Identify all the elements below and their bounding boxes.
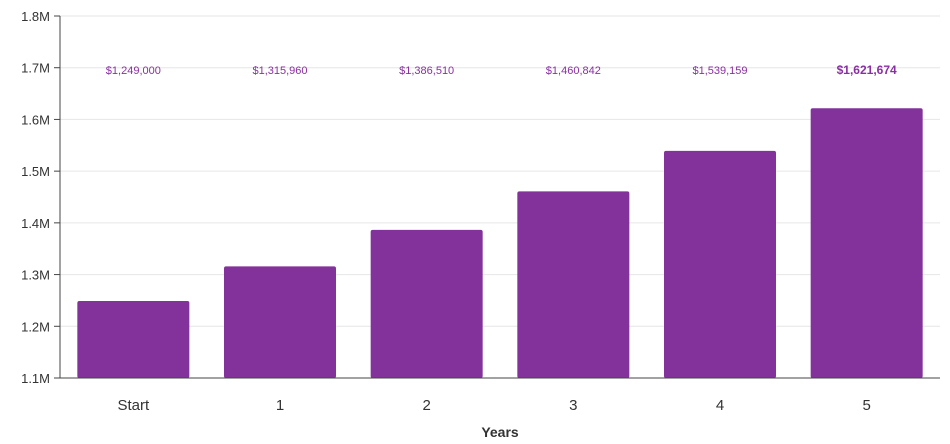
bar-3 xyxy=(517,191,630,378)
y-tick-label: 1.3M xyxy=(21,268,50,283)
x-axis-title: Years xyxy=(481,424,519,440)
y-tick-labels: 1.1M 1.2M 1.3M 1.4M 1.5M 1.6M 1.7M 1.8M xyxy=(21,9,50,386)
data-label: $1,249,000 xyxy=(106,65,161,77)
data-label: $1,386,510 xyxy=(399,65,454,77)
data-label: $1,539,159 xyxy=(692,65,747,77)
bar-5 xyxy=(810,108,923,378)
y-tick-label: 1.1M xyxy=(21,371,50,386)
y-tick-label: 1.2M xyxy=(21,319,50,334)
data-label: $1,460,842 xyxy=(546,65,601,77)
axes xyxy=(54,15,940,379)
y-tick-label: 1.7M xyxy=(21,61,50,76)
y-tick-label: 1.5M xyxy=(21,164,50,179)
data-label: $1,621,674 xyxy=(837,63,897,77)
bar-1 xyxy=(224,266,336,378)
y-tick-label: 1.6M xyxy=(21,112,50,127)
x-tick-labels: Start 1 2 3 4 5 xyxy=(117,397,870,414)
bar-start xyxy=(77,300,190,378)
y-tick-label: 1.4M xyxy=(21,216,50,231)
y-tick-label: 1.8M xyxy=(21,9,50,24)
data-labels: $1,249,000 $1,315,960 $1,386,510 $1,460,842… xyxy=(106,63,897,77)
x-tick-label: Start xyxy=(117,397,150,414)
bars xyxy=(77,108,923,378)
x-tick-label: 1 xyxy=(276,397,284,414)
bar-2 xyxy=(370,229,483,378)
data-label: $1,315,960 xyxy=(252,65,307,77)
bar-4 xyxy=(664,150,776,378)
x-tick-label: 2 xyxy=(422,397,430,414)
gridlines xyxy=(60,15,940,327)
x-tick-label: 5 xyxy=(862,397,870,414)
x-tick-label: 4 xyxy=(716,397,724,414)
x-tick-label: 3 xyxy=(569,397,577,414)
